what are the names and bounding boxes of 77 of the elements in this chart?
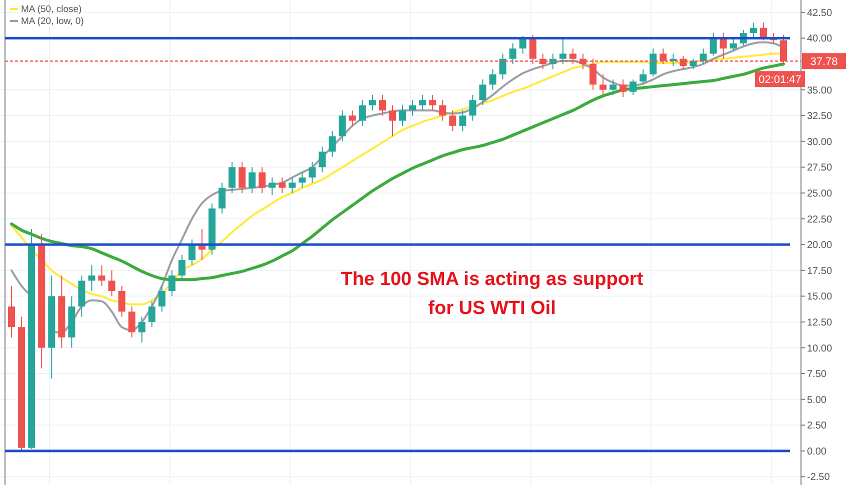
y-tick-label: 17.50 <box>807 266 832 277</box>
candlestick <box>368 94 376 111</box>
candlestick <box>750 22 757 39</box>
candlestick <box>128 306 136 338</box>
y-tick-label: 5.00 <box>807 394 827 406</box>
y-tick-label: 20.00 <box>807 240 832 252</box>
candlestick <box>650 48 657 77</box>
candlestick <box>479 78 486 106</box>
candlestick <box>98 264 106 286</box>
candlestick <box>449 110 456 132</box>
candlestick <box>399 104 406 126</box>
candlestick <box>489 68 496 90</box>
candlestick <box>118 285 126 318</box>
candlestick <box>409 100 416 116</box>
candlestick <box>509 42 516 64</box>
y-tick-label: 35.00 <box>807 85 832 96</box>
y-tick-label: 2.50 <box>807 420 827 432</box>
y-tick-label: 40.00 <box>807 34 832 45</box>
candlestick <box>318 146 326 173</box>
candlestick <box>148 300 156 328</box>
candlestick <box>700 48 707 64</box>
candlestick <box>178 254 186 282</box>
candlestick <box>439 100 446 122</box>
candlestick <box>218 182 226 214</box>
candlestick <box>610 78 617 96</box>
y-tick-label: 25.00 <box>807 188 832 200</box>
candlestick <box>228 162 236 194</box>
candlestick <box>559 38 566 64</box>
y-tick-label: 32.50 <box>807 111 832 122</box>
candlestick <box>459 110 466 132</box>
legend-label: MA (50, close) <box>21 4 82 15</box>
candlestick <box>288 176 296 194</box>
candlestick <box>600 74 607 96</box>
legend-label: MA (20, low, 0) <box>21 16 84 27</box>
candlestick <box>338 110 346 142</box>
y-tick-label: 12.50 <box>807 317 832 328</box>
candlestick <box>690 58 697 70</box>
candlestick <box>8 285 16 338</box>
candlestick <box>168 270 176 297</box>
candlestick <box>419 94 426 111</box>
y-tick-label: 30.00 <box>807 136 832 148</box>
candlestick <box>730 38 737 52</box>
candlestick <box>138 316 146 344</box>
candlestick <box>238 162 246 194</box>
candlestick <box>710 32 717 56</box>
y-tick-label: 42.50 <box>807 8 832 19</box>
y-tick-label: 7.50 <box>807 369 827 380</box>
candlestick <box>378 94 386 116</box>
candlestick <box>429 94 436 111</box>
y-tick-label: 0.00 <box>807 446 827 458</box>
candlestick <box>640 68 647 86</box>
candlestick <box>348 110 356 126</box>
y-tick-label: 15.00 <box>807 292 832 303</box>
candlestick <box>108 270 116 297</box>
candlestick <box>278 176 286 194</box>
y-tick-label: 27.50 <box>807 162 832 174</box>
candlestick <box>258 166 266 194</box>
candlestick <box>620 78 627 98</box>
candlestick <box>88 264 96 292</box>
y-tick-label: -2.50 <box>807 472 830 484</box>
candlestick <box>388 104 396 137</box>
candlestick <box>469 94 476 122</box>
candlestick <box>268 176 276 196</box>
y-tick-label: 22.50 <box>807 214 832 226</box>
ref-line-label: 37.78 <box>810 56 838 68</box>
candlestick <box>298 172 306 188</box>
candlestick <box>308 162 316 184</box>
candlestick <box>158 285 166 312</box>
annotation: 02:01:47 <box>758 74 802 86</box>
candlestick <box>630 78 637 96</box>
candlestick <box>499 53 506 80</box>
candlestick <box>248 166 256 194</box>
annotation: The 100 SMA is acting as support for US WTI Oil <box>340 269 644 319</box>
candlestick <box>188 238 196 266</box>
candlestick <box>328 130 336 158</box>
candlestick <box>358 100 366 126</box>
y-tick-label: 10.00 <box>807 343 832 354</box>
